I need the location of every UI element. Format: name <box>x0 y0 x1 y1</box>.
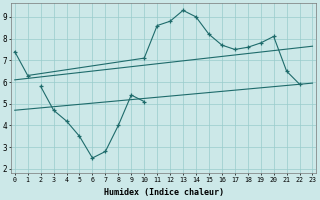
X-axis label: Humidex (Indice chaleur): Humidex (Indice chaleur) <box>104 188 224 197</box>
